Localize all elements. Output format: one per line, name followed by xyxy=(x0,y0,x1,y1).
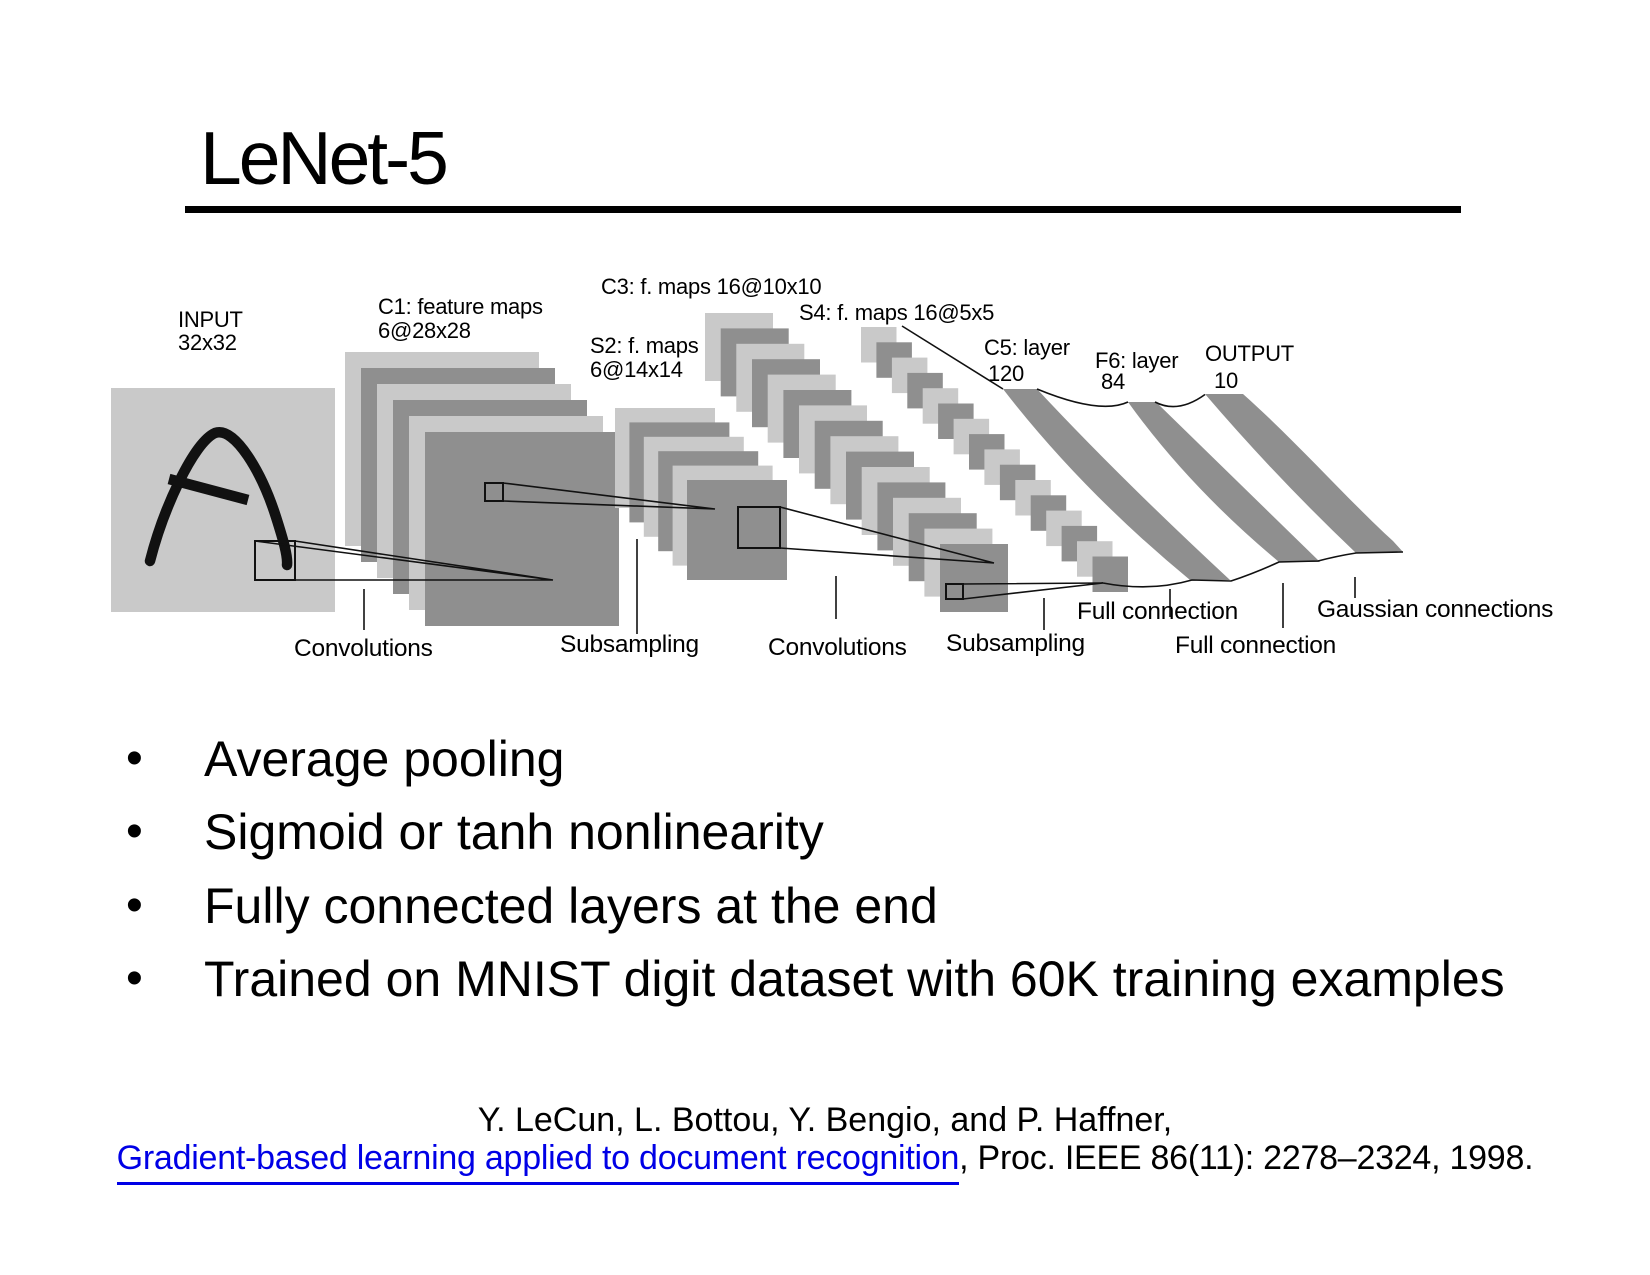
svg-text:6@28x28: 6@28x28 xyxy=(378,318,471,343)
svg-text:120: 120 xyxy=(988,361,1024,386)
svg-text:F6: layer: F6: layer xyxy=(1095,348,1178,373)
svg-text:Gaussian connections: Gaussian connections xyxy=(1317,596,1553,623)
svg-text:INPUT: INPUT xyxy=(178,307,243,332)
svg-text:10: 10 xyxy=(1214,368,1238,393)
svg-text:C3: f. maps 16@10x10: C3: f. maps 16@10x10 xyxy=(601,274,821,299)
svg-text:S4: f. maps 16@5x5: S4: f. maps 16@5x5 xyxy=(799,300,994,325)
svg-text:C1: feature maps: C1: feature maps xyxy=(378,294,543,319)
svg-text:Subsampling: Subsampling xyxy=(946,630,1085,657)
svg-text:6@14x14: 6@14x14 xyxy=(590,357,683,382)
svg-text:Subsampling: Subsampling xyxy=(560,631,699,658)
svg-text:Convolutions: Convolutions xyxy=(294,635,433,662)
svg-text:32x32: 32x32 xyxy=(178,330,237,355)
svg-text:S2: f. maps: S2: f. maps xyxy=(590,333,699,358)
svg-text:Full connection: Full connection xyxy=(1077,598,1238,625)
svg-text:84: 84 xyxy=(1101,369,1125,394)
svg-text:OUTPUT: OUTPUT xyxy=(1205,341,1294,366)
svg-text:Convolutions: Convolutions xyxy=(768,634,907,661)
svg-text:Full connection: Full connection xyxy=(1175,632,1336,659)
svg-text:C5: layer: C5: layer xyxy=(984,335,1070,360)
